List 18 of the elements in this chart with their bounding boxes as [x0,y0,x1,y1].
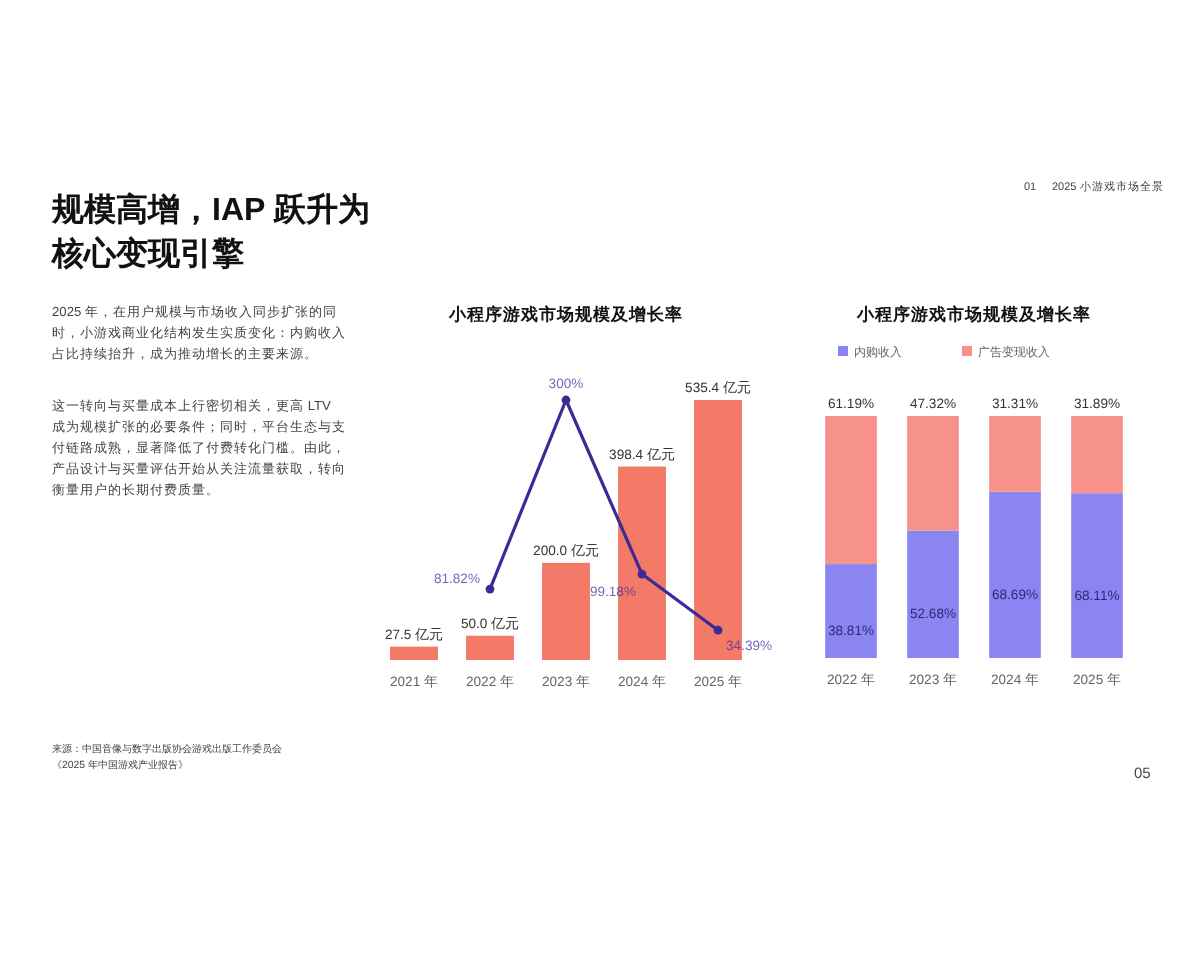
bar [989,416,1041,492]
bar [542,562,590,660]
point [561,395,571,405]
point [713,625,723,635]
chart-title: 小程序游戏市场规模及增长率 [447,304,683,324]
bar [1071,493,1123,658]
bar [989,491,1041,658]
bar [907,416,959,531]
text: 规模高增，IAP 跃升为核心变现引擎 [50,190,370,272]
bar [825,416,877,565]
bar [1071,416,1123,494]
bar [825,564,877,658]
bar [466,635,514,660]
point [637,569,647,579]
chart-title: 小程序游戏市场规模及增长率 [855,304,1091,324]
bar [907,530,959,658]
point [485,584,495,594]
bar [390,646,438,660]
